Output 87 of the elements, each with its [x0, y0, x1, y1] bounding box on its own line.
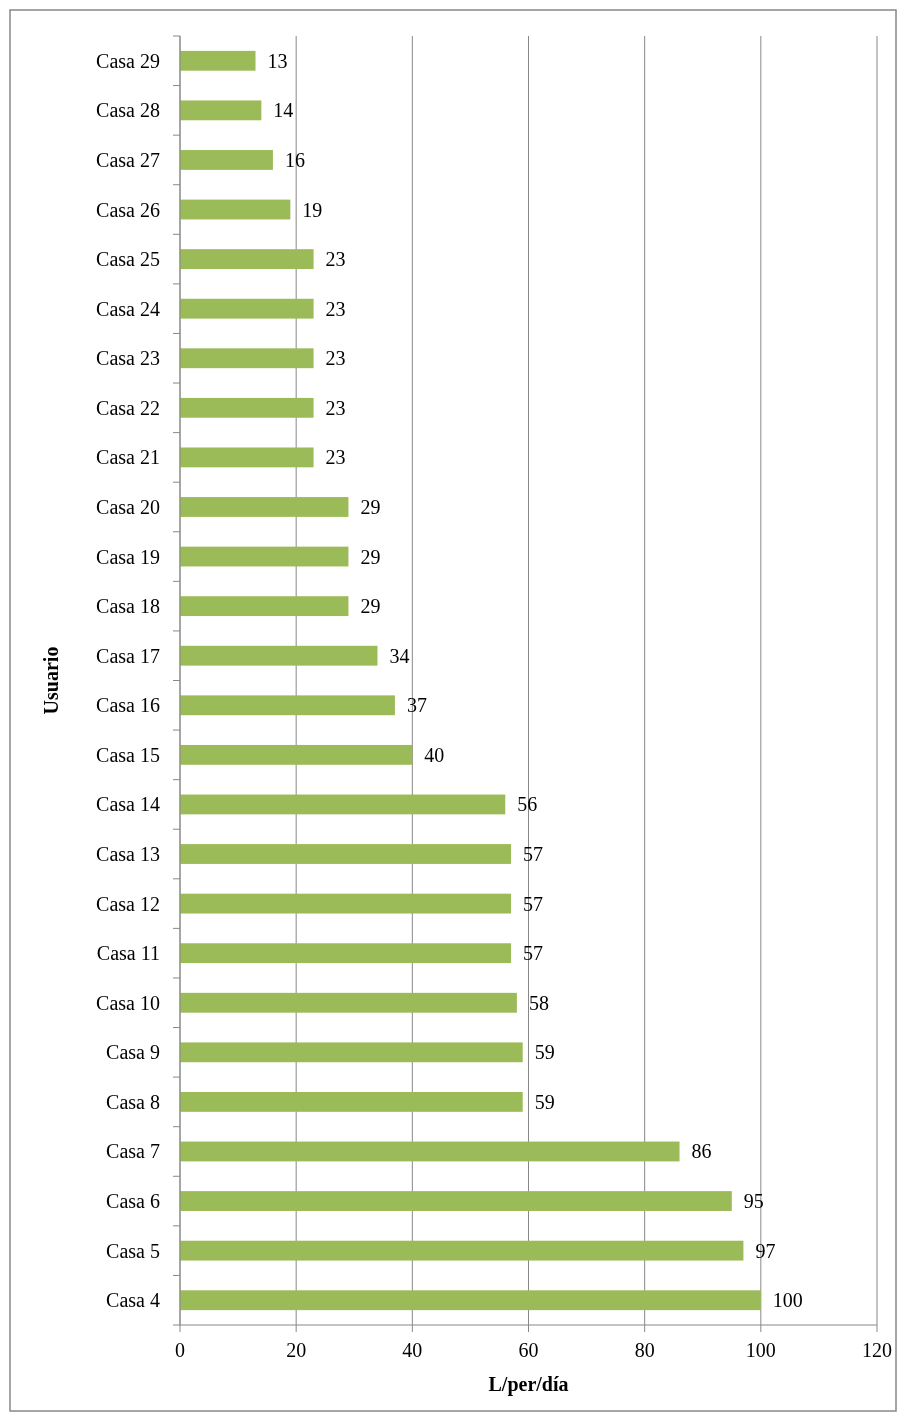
data-label: 97 — [755, 1239, 776, 1262]
y-tick-label: Casa 10 — [96, 991, 160, 1014]
y-tick-label: Casa 23 — [96, 347, 160, 370]
y-tick-label: Casa 17 — [96, 644, 160, 667]
data-label: 59 — [534, 1090, 555, 1113]
y-tick-label: Casa 19 — [96, 545, 160, 568]
y-tick-label: Casa 6 — [106, 1190, 160, 1213]
data-label: 23 — [325, 297, 346, 320]
y-tick-label: Casa 18 — [96, 595, 160, 618]
y-tick-label: Casa 5 — [106, 1239, 160, 1262]
y-tick-label: Casa 25 — [96, 248, 160, 271]
data-label: 56 — [517, 793, 538, 816]
bar — [180, 1191, 732, 1211]
x-tick-label: 40 — [402, 1339, 423, 1361]
bar — [180, 1290, 761, 1311]
data-label: 86 — [691, 1140, 712, 1163]
bar — [180, 992, 517, 1013]
data-label: 23 — [325, 396, 346, 419]
y-tick-label: Casa 11 — [96, 942, 160, 965]
y-tick-label: Casa 26 — [96, 198, 160, 221]
x-tick-label: 120 — [862, 1339, 892, 1361]
bar — [180, 100, 262, 121]
bar — [180, 298, 314, 319]
y-tick-label: Casa 27 — [96, 148, 160, 171]
bar — [180, 50, 256, 71]
bar — [180, 794, 506, 815]
data-label: 57 — [523, 942, 544, 965]
bar — [180, 150, 273, 170]
y-tick-label: Casa 12 — [96, 892, 160, 915]
y-tick-label: Casa 14 — [96, 793, 160, 816]
data-label: 16 — [284, 148, 305, 171]
x-tick-label: 60 — [518, 1339, 539, 1361]
data-label: 14 — [273, 99, 294, 122]
x-tick-label: 80 — [634, 1339, 655, 1361]
bar — [180, 348, 314, 369]
y-tick-label: Casa 20 — [96, 495, 160, 518]
data-label: 34 — [389, 644, 410, 667]
bar — [180, 645, 378, 666]
data-label: 100 — [772, 1289, 803, 1312]
data-label: 57 — [523, 892, 544, 915]
data-label: 29 — [360, 595, 381, 618]
y-tick-label: Casa 28 — [96, 99, 160, 122]
y-tick-label: Casa 16 — [96, 694, 160, 717]
y-tick-label: Casa 8 — [106, 1090, 160, 1113]
bar — [180, 943, 512, 964]
data-label: 58 — [528, 991, 549, 1014]
data-label: 40 — [424, 743, 445, 766]
x-tick-label: 0 — [175, 1339, 185, 1361]
x-tick-label: 100 — [745, 1339, 776, 1361]
bar — [180, 199, 291, 220]
data-label: 19 — [302, 198, 323, 221]
y-tick-label: Casa 21 — [96, 446, 160, 469]
bar — [180, 1141, 680, 1162]
y-tick-label: Casa 4 — [106, 1289, 160, 1312]
bar — [180, 546, 349, 567]
data-label: 23 — [325, 347, 346, 370]
bar — [180, 744, 413, 765]
y-tick-label: Casa 29 — [96, 49, 160, 72]
bar — [180, 1091, 523, 1112]
x-tick-label: 20 — [286, 1339, 307, 1361]
bar — [180, 596, 349, 617]
bar — [180, 249, 314, 270]
bar — [180, 497, 349, 517]
y-tick-label: Casa 24 — [96, 297, 160, 320]
data-label: 59 — [534, 1041, 555, 1064]
x-axis-title: L/per/día — [488, 1373, 569, 1396]
data-label: 29 — [360, 495, 381, 518]
y-tick-label: Casa 13 — [96, 843, 160, 866]
bar — [180, 397, 314, 418]
data-label: 57 — [523, 843, 544, 866]
bar — [180, 695, 395, 716]
y-tick-label: Casa 22 — [96, 396, 160, 419]
y-tick-label: Casa 9 — [106, 1041, 160, 1064]
bar — [180, 1042, 523, 1063]
y-tick-label: Casa 7 — [106, 1140, 160, 1163]
data-label: 23 — [325, 248, 346, 271]
bar — [180, 844, 512, 864]
data-label: 37 — [406, 694, 427, 717]
bar — [180, 447, 314, 468]
data-label: 13 — [267, 49, 288, 72]
y-tick-label: Casa 15 — [96, 743, 160, 766]
data-label: 95 — [743, 1190, 764, 1213]
data-label: 29 — [360, 545, 381, 568]
bar — [180, 1240, 744, 1261]
data-label: 23 — [325, 446, 346, 469]
y-axis-title: Usuario — [40, 646, 62, 715]
bar — [180, 893, 512, 914]
